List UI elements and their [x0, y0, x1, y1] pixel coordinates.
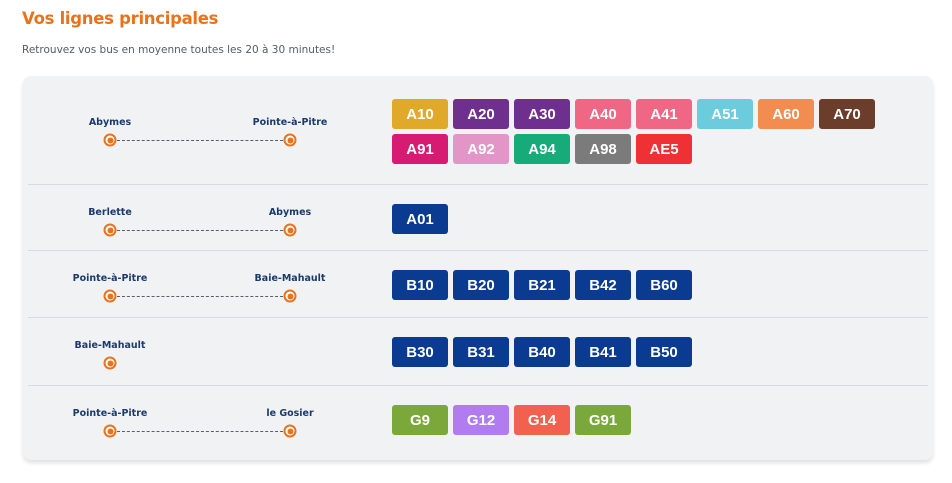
- line-badge-ae5[interactable]: AE5: [636, 134, 692, 164]
- stop-from-dot-icon: [103, 424, 117, 438]
- line-badge-b60[interactable]: B60: [636, 270, 692, 300]
- line-badges: A01: [392, 204, 892, 234]
- stop-from-dot-icon: [103, 356, 117, 370]
- line-badge-b20[interactable]: B20: [453, 270, 509, 300]
- line-badge-b50[interactable]: B50: [636, 337, 692, 367]
- route-dashed-line: [117, 230, 283, 231]
- line-badge-a40[interactable]: A40: [575, 99, 631, 129]
- line-badges: A10 A20 A30 A40 A41 A51 A60 A70 A91 A92 A94 A98 AE5: [392, 99, 892, 164]
- line-badge-a70[interactable]: A70: [819, 99, 875, 129]
- route-row: Baie-Mahault B30 B31 B40 B41 B50: [28, 317, 928, 386]
- route-row: Abymes Pointe-à-Pitre A10 A20 A30 A40 A41 A51 A6…: [28, 76, 928, 185]
- line-badge-a10[interactable]: A10: [392, 99, 448, 129]
- line-badges: B30 B31 B40 B41 B50: [392, 337, 892, 367]
- stop-to-dot-icon: [283, 133, 297, 147]
- stop-from-dot-icon: [103, 133, 117, 147]
- stop-from-label: Pointe-à-Pitre: [72, 273, 148, 284]
- route-dashed-line: [117, 296, 283, 297]
- line-badge-a94[interactable]: A94: [514, 134, 570, 164]
- line-badge-a51[interactable]: A51: [697, 99, 753, 129]
- route-dashed-line: [117, 431, 283, 432]
- line-badge-b42[interactable]: B42: [575, 270, 631, 300]
- stop-to-label: le Gosier: [266, 408, 314, 419]
- line-badge-g12[interactable]: G12: [453, 405, 509, 435]
- line-badge-a60[interactable]: A60: [758, 99, 814, 129]
- line-badge-b10[interactable]: B10: [392, 270, 448, 300]
- line-badge-b40[interactable]: B40: [514, 337, 570, 367]
- line-badge-a91[interactable]: A91: [392, 134, 448, 164]
- line-badge-g14[interactable]: G14: [514, 405, 570, 435]
- stop-to-dot-icon: [283, 424, 297, 438]
- stop-from-dot-icon: [103, 223, 117, 237]
- route-dashed-line: [117, 140, 283, 141]
- stop-from-label: Baie-Mahault: [74, 340, 146, 351]
- line-badge-g91[interactable]: G91: [575, 405, 631, 435]
- line-badges: G9 G12 G14 G91: [392, 405, 892, 435]
- line-badge-b31[interactable]: B31: [453, 337, 509, 367]
- stop-to-dot-icon: [283, 223, 297, 237]
- line-badge-a98[interactable]: A98: [575, 134, 631, 164]
- stop-from-label: Berlette: [88, 207, 132, 218]
- line-badge-a41[interactable]: A41: [636, 99, 692, 129]
- line-badge-b41[interactable]: B41: [575, 337, 631, 367]
- page-subtitle: Retrouvez vos bus en moyenne toutes les …: [22, 44, 336, 56]
- page-title: Vos lignes principales: [22, 9, 219, 28]
- stop-from-dot-icon: [103, 289, 117, 303]
- stop-to-label: Abymes: [268, 207, 312, 218]
- stop-from-label: Abymes: [88, 117, 132, 128]
- stop-to-label: Baie-Mahault: [254, 273, 326, 284]
- line-badge-b21[interactable]: B21: [514, 270, 570, 300]
- line-badge-a20[interactable]: A20: [453, 99, 509, 129]
- routes-card: Abymes Pointe-à-Pitre A10 A20 A30 A40 A41 A51 A6…: [23, 76, 933, 460]
- line-badge-g9[interactable]: G9: [392, 405, 448, 435]
- line-badges: B10 B20 B21 B42 B60: [392, 270, 892, 300]
- line-badge-b30[interactable]: B30: [392, 337, 448, 367]
- line-badge-a01[interactable]: A01: [392, 204, 448, 234]
- stop-to-dot-icon: [283, 289, 297, 303]
- route-row: Pointe-à-Pitre Baie-Mahault B10 B20 B21 B42 B6…: [28, 250, 928, 318]
- route-row: Berlette Abymes A01: [28, 184, 928, 251]
- route-row: Pointe-à-Pitre le Gosier G9 G12 G14 G91: [28, 385, 928, 460]
- stop-to-label: Pointe-à-Pitre: [252, 117, 328, 128]
- line-badge-a92[interactable]: A92: [453, 134, 509, 164]
- stop-from-label: Pointe-à-Pitre: [72, 408, 148, 419]
- line-badge-a30[interactable]: A30: [514, 99, 570, 129]
